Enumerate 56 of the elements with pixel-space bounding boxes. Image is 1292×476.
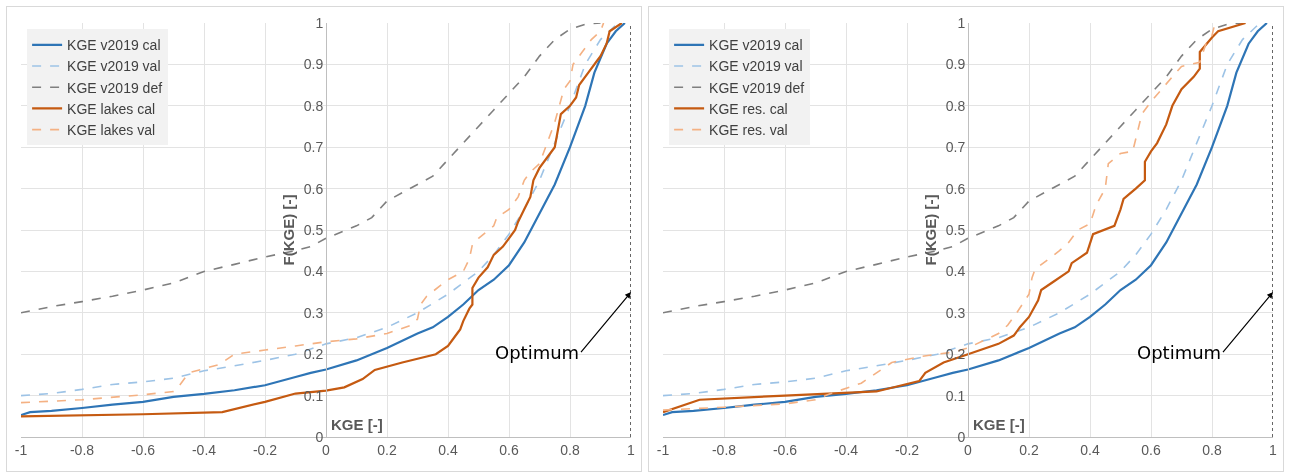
x-tick-label: 0.8 [1202, 441, 1222, 458]
y-tick-label: 0.1 [945, 387, 966, 404]
legend-label: KGE v2019 def [709, 79, 805, 96]
x-tick-label: -0.8 [69, 441, 95, 458]
x-tick-label: -1 [14, 441, 28, 458]
y-tick-label: 0.9 [945, 56, 966, 73]
y-tick-label: 0.3 [945, 304, 966, 321]
y-tick-label: 0.6 [303, 180, 324, 197]
y-tick-label: 0.7 [945, 139, 966, 156]
y-tick-label: 1 [315, 14, 324, 31]
y-tick-label: 0 [315, 428, 324, 445]
x-tick-label: 0.2 [377, 441, 397, 458]
annotation: Optimum [495, 342, 580, 363]
x-tick-label: 0.4 [1080, 441, 1100, 458]
y-tick-label: 0.6 [945, 180, 966, 197]
x-tick-label: 1 [627, 441, 636, 458]
legend-label: KGE lakes val [67, 122, 156, 139]
x-tick-label: -0.6 [130, 441, 156, 458]
y-tick-label: 0.4 [303, 263, 324, 280]
x-tick-label: -1 [656, 441, 670, 458]
x-tick-label: 1 [1269, 441, 1278, 458]
y-tick-label: 0.8 [945, 97, 966, 114]
y-tick-label: 0.3 [303, 304, 324, 321]
x-axis-title: KGE [-] [331, 416, 383, 433]
legend-label: KGE lakes cal [67, 100, 156, 117]
x-tick-label: -0.2 [252, 441, 278, 458]
legend-label: KGE v2019 def [67, 79, 163, 96]
y-tick-label: 0.8 [303, 97, 324, 114]
legend-label: KGE v2019 val [67, 58, 161, 75]
legend-label: KGE v2019 cal [709, 37, 803, 54]
x-tick-label: -0.6 [772, 441, 798, 458]
y-axis-title: F(KGE) [-] [279, 194, 297, 266]
legend-label: KGE v2019 val [709, 58, 803, 75]
y-tick-label: 0.7 [303, 139, 324, 156]
x-tick-label: 0.2 [1019, 441, 1039, 458]
y-tick-label: 0.2 [303, 346, 324, 363]
y-tick-label: 0.5 [303, 221, 324, 238]
y-tick-label: 0 [957, 428, 966, 445]
x-tick-label: -0.2 [894, 441, 920, 458]
x-tick-label: 0.6 [499, 441, 519, 458]
x-tick-label: -0.8 [711, 441, 737, 458]
x-tick-label: 0.4 [438, 441, 458, 458]
x-axis-title: KGE [-] [973, 416, 1025, 433]
legend-label: KGE res. val [709, 122, 788, 139]
y-tick-label: 0.5 [945, 221, 966, 238]
legend-label: KGE v2019 cal [67, 37, 161, 54]
annotation: Optimum [1137, 342, 1222, 363]
x-tick-label: -0.4 [833, 441, 859, 458]
y-tick-label: 0.9 [303, 56, 324, 73]
x-tick-label: 0.8 [560, 441, 580, 458]
y-axis-title: F(KGE) [-] [921, 194, 939, 266]
y-tick-label: 1 [957, 14, 966, 31]
y-tick-label: 0.4 [945, 263, 966, 280]
legend-label: KGE res. cal [709, 100, 788, 117]
x-tick-label: 0.6 [1141, 441, 1161, 458]
x-tick-label: -0.4 [191, 441, 217, 458]
